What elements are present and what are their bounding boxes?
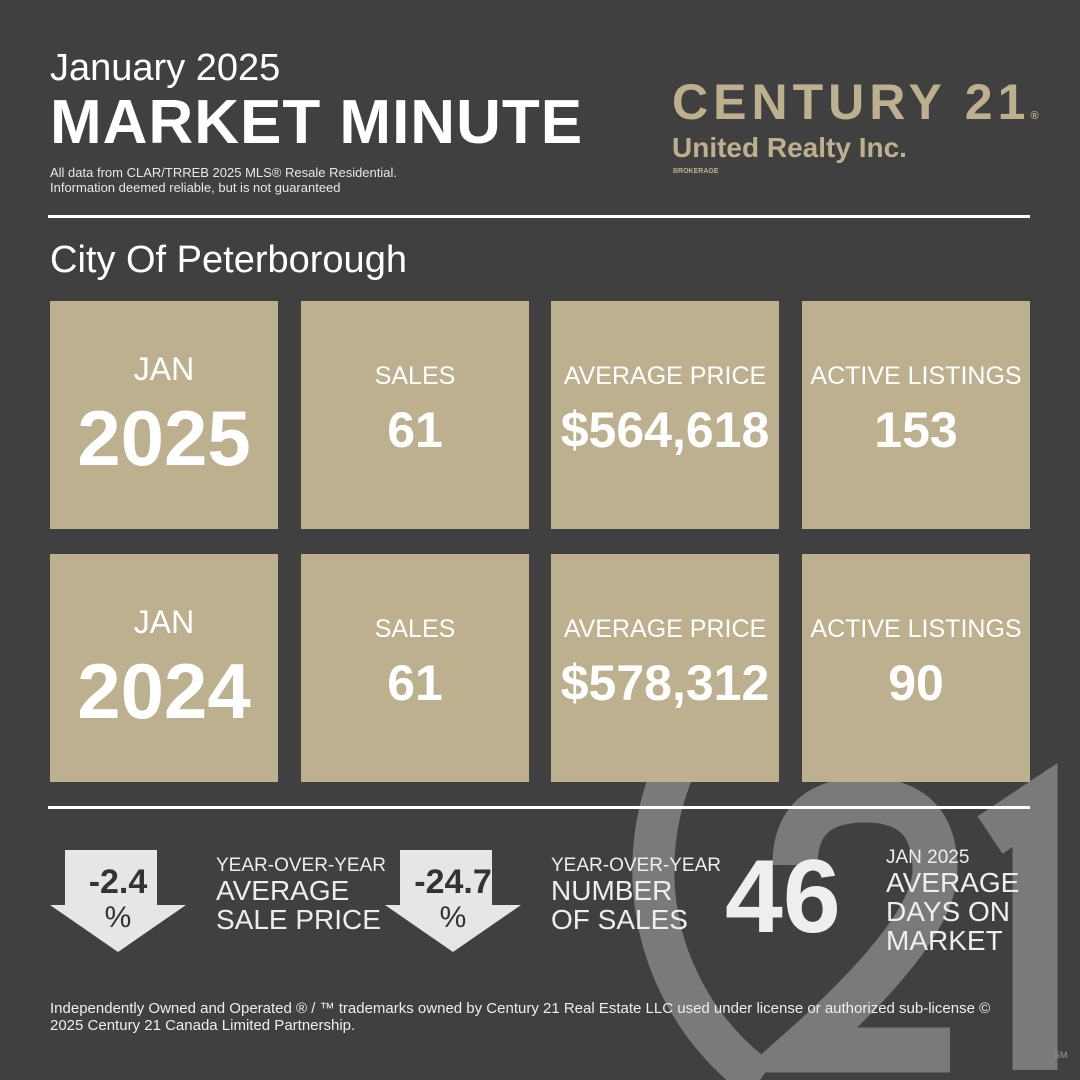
value: $564,618 (560, 402, 770, 458)
logo-sub: BROKERAGE (673, 168, 719, 175)
label-line: OF SALES (551, 904, 688, 935)
logo-reg: ® (1030, 110, 1039, 122)
city-name: City Of Peterborough (50, 239, 407, 281)
previous-price-box: AVERAGE PRICE $578,312 (551, 554, 779, 782)
sales-change-label: YEAR-OVER-YEAR NUMBER OF SALES (551, 855, 721, 935)
previous-listings-box: ACTIVE LISTINGS 90 (802, 554, 1030, 782)
price-change-value: -2.4 (88, 863, 148, 901)
price-change-arrow: -2.4 % (50, 850, 186, 952)
label-line: NUMBER (551, 875, 673, 906)
previous-sales-box: SALES 61 (301, 554, 529, 782)
sales-change-value: -24.7 (414, 863, 492, 901)
label: AVERAGE PRICE (563, 615, 767, 643)
down-arrow-icon (385, 850, 521, 952)
days-on-market-value: 46 (725, 839, 841, 955)
label-small: YEAR-OVER-YEAR (551, 855, 721, 876)
percent-sign: % (439, 901, 467, 934)
label-line: AVERAGE (216, 875, 350, 906)
percent-sign: % (104, 901, 132, 934)
note-line-2: Information deemed reliable, but is not … (50, 180, 341, 195)
previous-period-box: JAN 2024 (50, 554, 278, 782)
value: 90 (888, 655, 944, 711)
watermark-digit-1 (977, 762, 1058, 1070)
divider (48, 806, 1030, 809)
legal-footer: Independently Owned and Operated ® / ™ t… (50, 1000, 991, 1034)
label-small: YEAR-OVER-YEAR (216, 855, 386, 876)
current-period-box: JAN 2025 (50, 301, 278, 529)
service-mark: SM (1054, 1050, 1068, 1060)
divider (48, 215, 1030, 218)
label: ACTIVE LISTINGS (810, 362, 1022, 390)
watermark-digit-2 (740, 777, 958, 1073)
value: 61 (387, 402, 443, 458)
current-sales-box: SALES 61 (301, 301, 529, 529)
price-change-label: YEAR-OVER-YEAR AVERAGE SALE PRICE (216, 855, 386, 935)
days-on-market-label: JAN 2025 AVERAGE DAYS ON MARKET (886, 847, 1020, 956)
label-line: SALE PRICE (216, 904, 381, 935)
logo-company: United Realty Inc. (672, 132, 907, 163)
page-title: MARKET MINUTE (50, 88, 584, 157)
month: JAN (133, 604, 195, 640)
sales-change-arrow: -24.7 % (385, 850, 521, 952)
year: 2024 (77, 647, 251, 735)
logo-brand: CENTURY 21 (672, 74, 1031, 130)
label-small: JAN 2025 (886, 847, 970, 868)
value: $578,312 (560, 655, 770, 711)
current-listings-box: ACTIVE LISTINGS 153 (802, 301, 1030, 529)
label-line: MARKET (886, 925, 1003, 956)
note-line-1: All data from CLAR/TRREB 2025 MLS® Resal… (50, 165, 398, 180)
label: SALES (374, 615, 456, 643)
value: 153 (874, 402, 958, 458)
brand-logo: CENTURY 21® (672, 74, 1039, 144)
label: SALES (374, 362, 456, 390)
current-price-box: AVERAGE PRICE $564,618 (551, 301, 779, 529)
label-line: AVERAGE (886, 867, 1020, 898)
label: AVERAGE PRICE (563, 362, 767, 390)
down-arrow-icon (50, 850, 186, 952)
month: JAN (133, 351, 195, 387)
label: ACTIVE LISTINGS (810, 615, 1022, 643)
year: 2025 (77, 394, 251, 482)
value: 61 (387, 655, 443, 711)
data-source-note: All data from CLAR/TRREB 2025 MLS® Resal… (50, 165, 397, 195)
report-month: January 2025 (50, 47, 281, 89)
label-line: DAYS ON (886, 896, 1010, 927)
